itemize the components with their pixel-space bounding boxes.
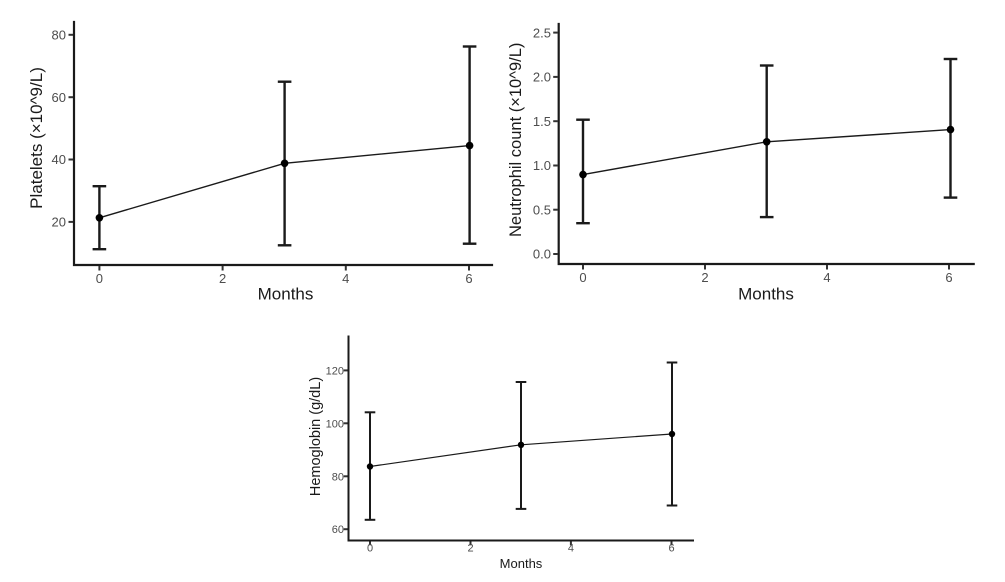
svg-text:0.5: 0.5 [533,202,551,217]
svg-text:80: 80 [332,471,344,483]
svg-text:Neutrophil count (×10^9/L): Neutrophil count (×10^9/L) [507,43,525,237]
svg-text:0: 0 [367,543,373,555]
svg-text:Hemoglobin (g/dL): Hemoglobin (g/dL) [308,377,324,496]
svg-text:4: 4 [568,543,574,555]
svg-text:Months: Months [258,285,314,304]
svg-text:4: 4 [823,270,830,285]
svg-text:0.0: 0.0 [533,247,551,262]
svg-text:Platelets (×10^9/L): Platelets (×10^9/L) [27,67,46,209]
svg-text:1.0: 1.0 [533,158,551,173]
svg-text:2: 2 [219,271,226,286]
svg-text:6: 6 [465,271,472,286]
svg-text:2: 2 [701,270,708,285]
svg-text:20: 20 [52,215,66,230]
svg-text:2.0: 2.0 [533,70,551,85]
svg-text:2.5: 2.5 [533,25,551,40]
svg-text:6: 6 [945,270,952,285]
svg-text:60: 60 [52,90,66,105]
svg-text:80: 80 [52,28,66,43]
svg-text:0: 0 [579,270,586,285]
svg-text:0: 0 [96,271,103,286]
svg-text:Months: Months [500,556,543,571]
svg-text:2: 2 [467,543,473,555]
svg-text:60: 60 [332,524,344,536]
svg-text:100: 100 [326,418,344,430]
svg-text:1.5: 1.5 [533,114,551,129]
svg-text:120: 120 [326,365,344,377]
svg-text:6: 6 [668,543,674,555]
svg-text:4: 4 [342,271,349,286]
svg-text:Months: Months [738,285,794,304]
svg-text:40: 40 [52,152,66,167]
